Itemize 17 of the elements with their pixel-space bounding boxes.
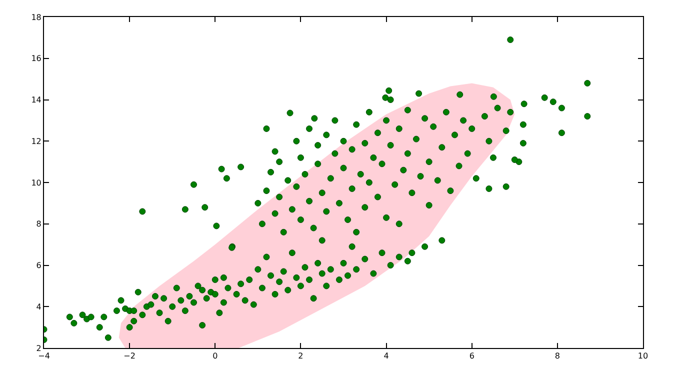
y-tick-label: 12 — [31, 136, 42, 146]
y-tick-label: 2 — [36, 344, 42, 353]
y-tick-label: 14 — [31, 96, 42, 105]
x-tick-label: −4 — [38, 352, 50, 361]
x-tick-label: 8 — [554, 352, 560, 361]
x-tick-label: 2 — [298, 352, 304, 361]
x-tick-label: 10 — [638, 352, 648, 361]
x-tick-label: 0 — [212, 352, 218, 361]
y-tick-label: 16 — [31, 54, 42, 64]
y-tick-label: 4 — [36, 302, 42, 312]
x-tick-label: −2 — [124, 352, 136, 361]
y-tick-label: 10 — [31, 178, 42, 188]
y-tick-label: 8 — [36, 220, 42, 229]
y-tick-label: 18 — [31, 12, 42, 22]
x-tick-label: 6 — [469, 352, 474, 361]
x-tick-label: 4 — [384, 352, 389, 361]
y-tick-label: 6 — [36, 261, 42, 270]
